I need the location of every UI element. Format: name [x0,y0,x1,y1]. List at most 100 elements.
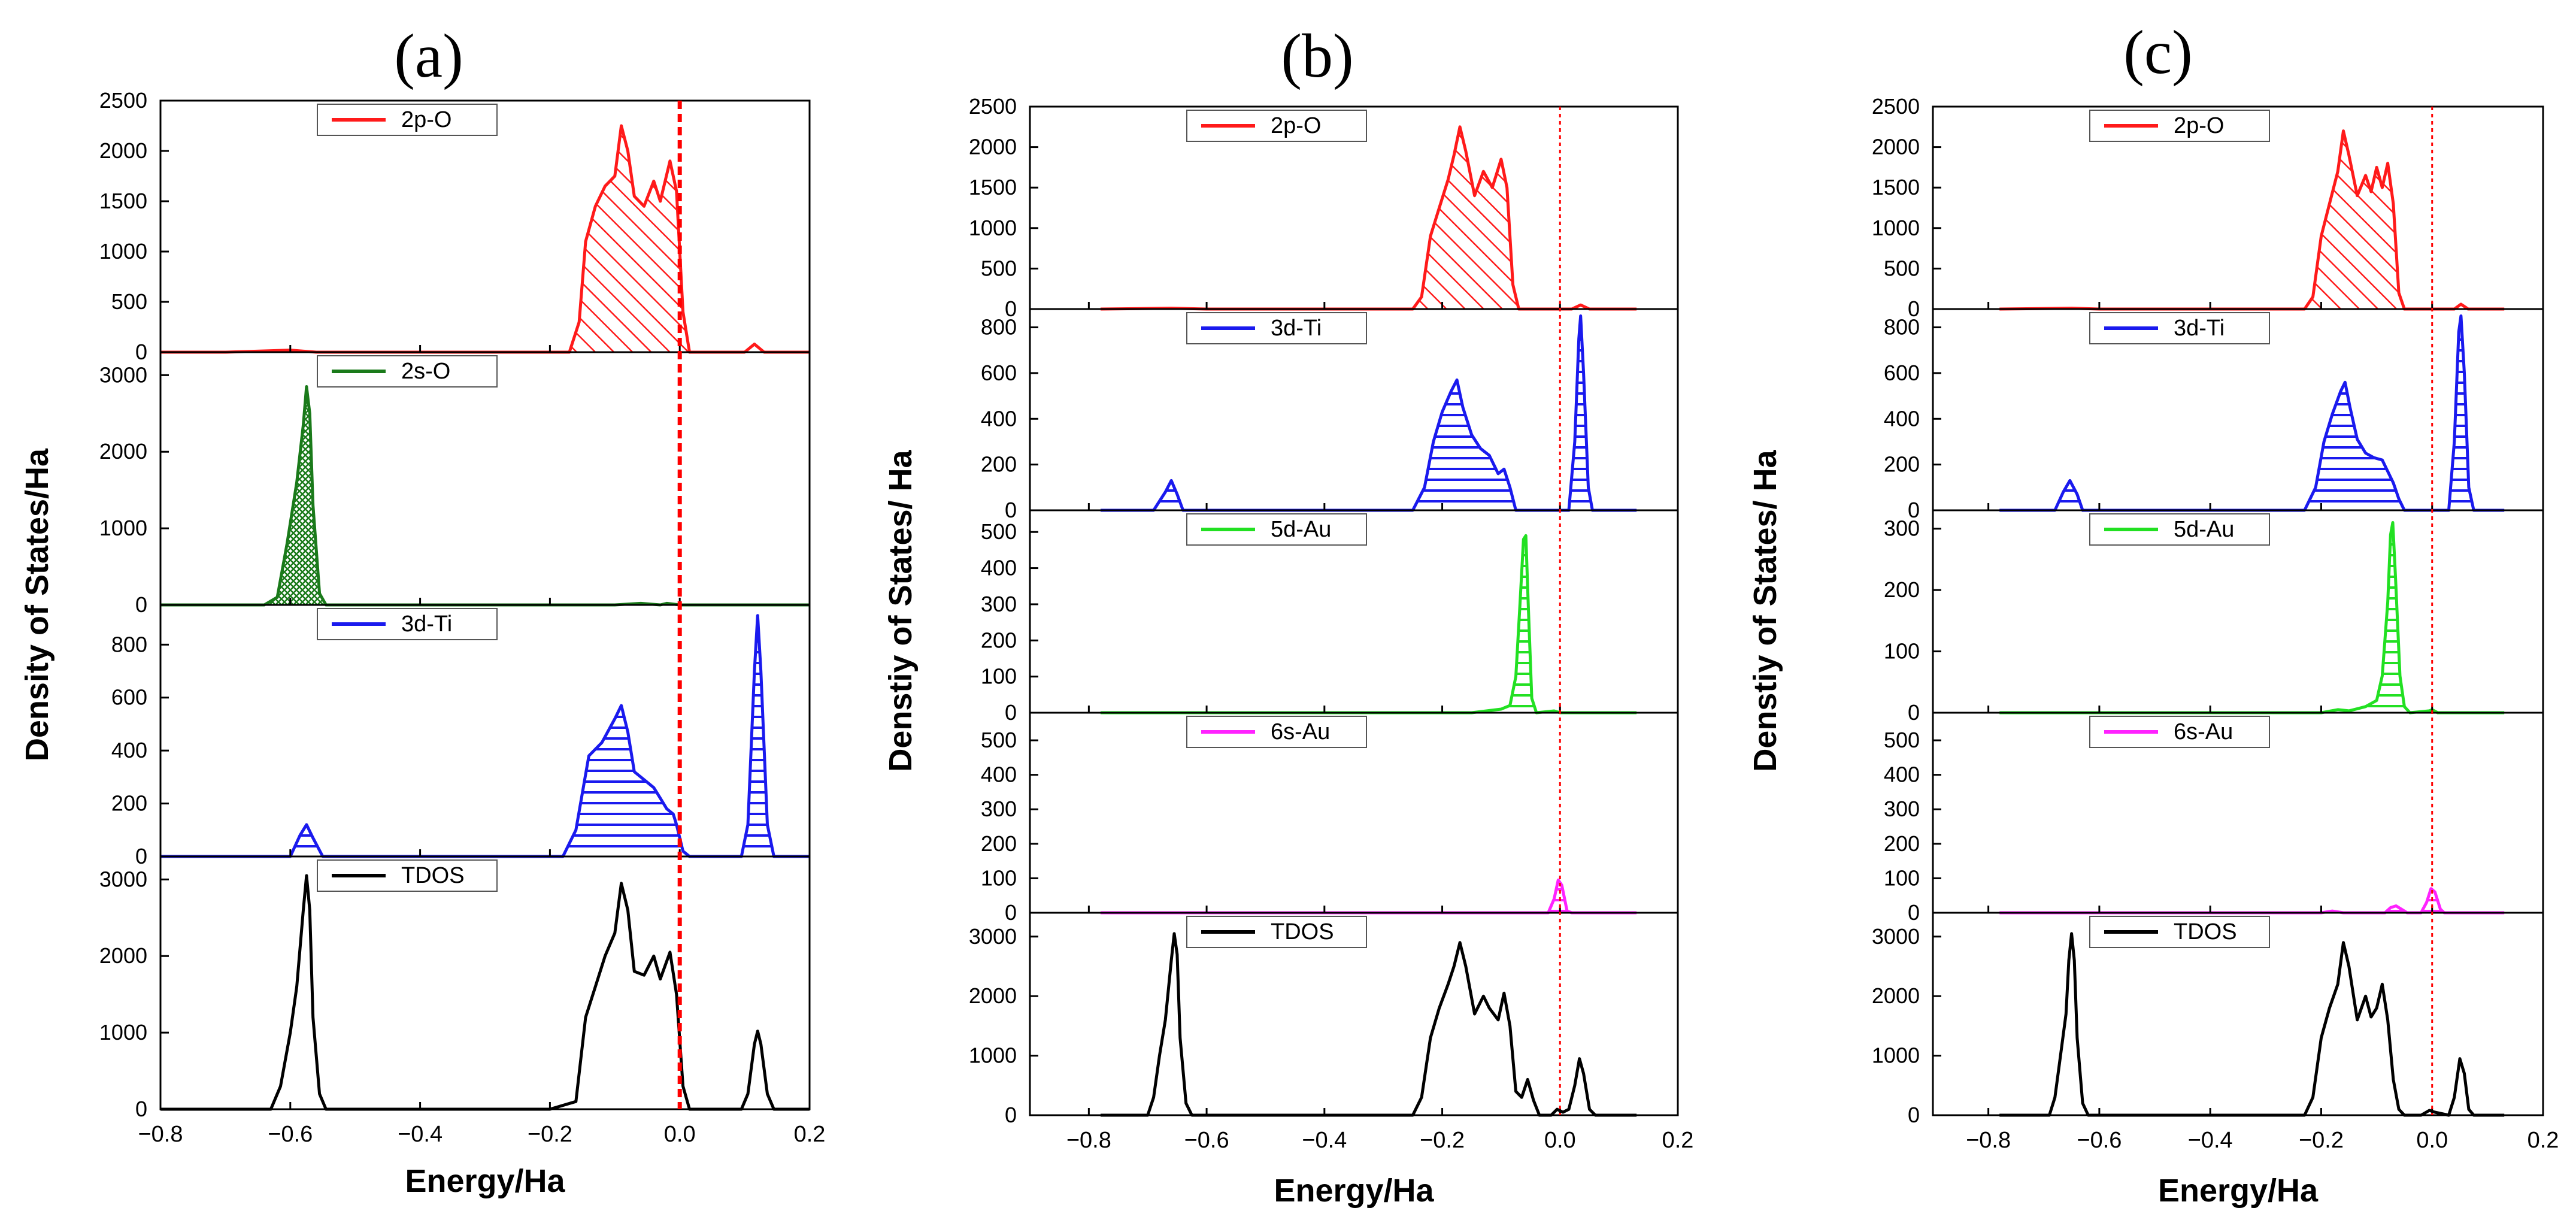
y-tick-label: 0 [135,592,147,617]
y-tick-label: 0 [1005,700,1017,725]
legend-box [2089,312,2270,344]
legend-box [1186,110,1367,142]
subplot-2p-o: 0 500 1000 1500 2000 2500 2p-O [1872,94,2544,321]
y-tick-label: 0 [1908,498,1920,522]
x-tick-label: 0.2 [794,1122,826,1147]
y-tick-label: 600 [1884,361,1920,385]
subplot-frame [1932,912,2544,1116]
series-line [160,124,810,354]
subplot-frame [159,99,811,353]
x-tick-label: −0.6 [1184,1128,1229,1153]
legend-box [317,355,498,388]
legend-label: 3d-Ti [401,612,452,637]
y-tick-label: 500 [981,728,1017,752]
series-fill [1101,316,1637,510]
legend-label: TDOS [401,863,465,888]
y-tick-label: 600 [981,361,1017,385]
x-tick-label: 0.0 [1544,1128,1576,1153]
panel-a: (a)050010001500200025002p-O0100020003000… [19,22,825,1199]
series-fill [160,615,810,856]
y-tick-label: 1500 [1872,175,1920,199]
x-axis-label: Energy/Ha [1274,1173,1434,1209]
x-tick-label: −0.2 [2299,1128,2344,1153]
subplot-5d-au: 0 100 200 300 5d-Au [1884,509,2544,725]
y-tick-label: 1500 [969,175,1017,199]
subplot-5d-au: 0 100 200 300 400 500 5d-Au [981,509,1679,725]
subplot-6s-au: 0 100 200 300 400 500 6s-Au [1884,712,2544,925]
chart-root: (a)050010001500200025002p-O0100020003000… [19,18,2559,1209]
y-tick-label: 0 [1005,498,1017,522]
series-line [1101,534,1637,715]
series-line [160,614,810,858]
series-line [1101,314,1637,512]
subplot-2s-o: 0 1000 2000 3000 2s-O [99,351,811,617]
y-tick-label: 0 [135,1097,147,1121]
x-tick-label: −0.2 [1420,1128,1465,1153]
series-line [1999,314,2505,512]
y-tick-label: 300 [1884,797,1920,821]
y-tick-label: 2500 [99,88,147,113]
subplot-3d-ti: 0 200 400 600 800 3d-Ti [981,308,1679,522]
series-fill [1999,131,2505,309]
y-tick-label: 800 [1884,315,1920,340]
y-tick-label: 200 [981,628,1017,652]
legend-label: TDOS [1271,919,1334,945]
x-tick-label: 0.0 [664,1122,696,1147]
x-tick-label: 0.2 [2527,1128,2559,1153]
legend-box [1186,513,1367,546]
series-fill [1101,126,1637,310]
y-tick-label: 1000 [969,216,1017,240]
series-line [160,874,810,1111]
y-tick-label: 200 [111,791,147,816]
y-tick-label: 1000 [99,239,147,264]
series-fill [160,126,810,352]
x-tick-label: −0.6 [268,1122,313,1147]
y-tick-label: 0 [135,340,147,364]
y-tick-label: 0 [1005,900,1017,925]
y-axis-label: Density of States/Ha [19,448,55,761]
legend-label: 2p-O [2174,113,2224,138]
y-tick-label: 100 [1884,639,1920,664]
y-tick-label: 200 [1884,831,1920,856]
y-tick-label: 2000 [99,439,147,464]
legend-label: 6s-Au [1271,719,1330,744]
y-tick-label: 500 [1884,728,1920,752]
legend-label: 3d-Ti [1271,316,1322,341]
series-line [160,385,810,607]
y-tick-label: 100 [981,664,1017,689]
y-tick-label: 500 [1884,256,1920,280]
y-tick-label: 800 [981,315,1017,340]
y-tick-label: 3000 [1872,924,1920,949]
y-tick-label: 500 [981,519,1017,544]
legend-label: 2p-O [401,107,451,132]
y-axis-label: Denstiy of States/ Ha [1747,449,1783,771]
series-fill [1101,535,1637,713]
y-tick-label: 0 [1005,1103,1017,1127]
y-tick-label: 1000 [1872,1043,1920,1068]
subplot-frame [159,351,811,606]
y-tick-label: 200 [1884,577,1920,602]
series-line [1999,932,2505,1117]
y-tick-label: 300 [981,797,1017,821]
series-fill [1999,522,2505,713]
y-tick-label: 2000 [1872,983,1920,1008]
y-tick-label: 2500 [969,94,1017,119]
subplot-frame [159,855,811,1110]
y-tick-label: 0 [1908,1103,1920,1127]
subplot-frame [1029,912,1679,1116]
legend-label: 5d-Au [2174,517,2234,542]
panel-label: (b) [1281,22,1353,90]
subplot-tdos: 0 1000 2000 3000 TDOS [1872,912,2544,1127]
y-tick-label: 2500 [1872,94,1920,119]
y-tick-label: 0 [1005,296,1017,321]
series-fill [1999,316,2505,510]
y-tick-label: 3000 [969,924,1017,949]
y-tick-label: 500 [111,289,147,314]
x-tick-label: −0.4 [2188,1128,2233,1153]
subplot-frame [159,604,811,858]
y-tick-label: 800 [111,632,147,656]
x-tick-label: −0.6 [2077,1128,2122,1153]
y-tick-label: 2000 [99,943,147,968]
y-tick-label: 400 [111,738,147,762]
